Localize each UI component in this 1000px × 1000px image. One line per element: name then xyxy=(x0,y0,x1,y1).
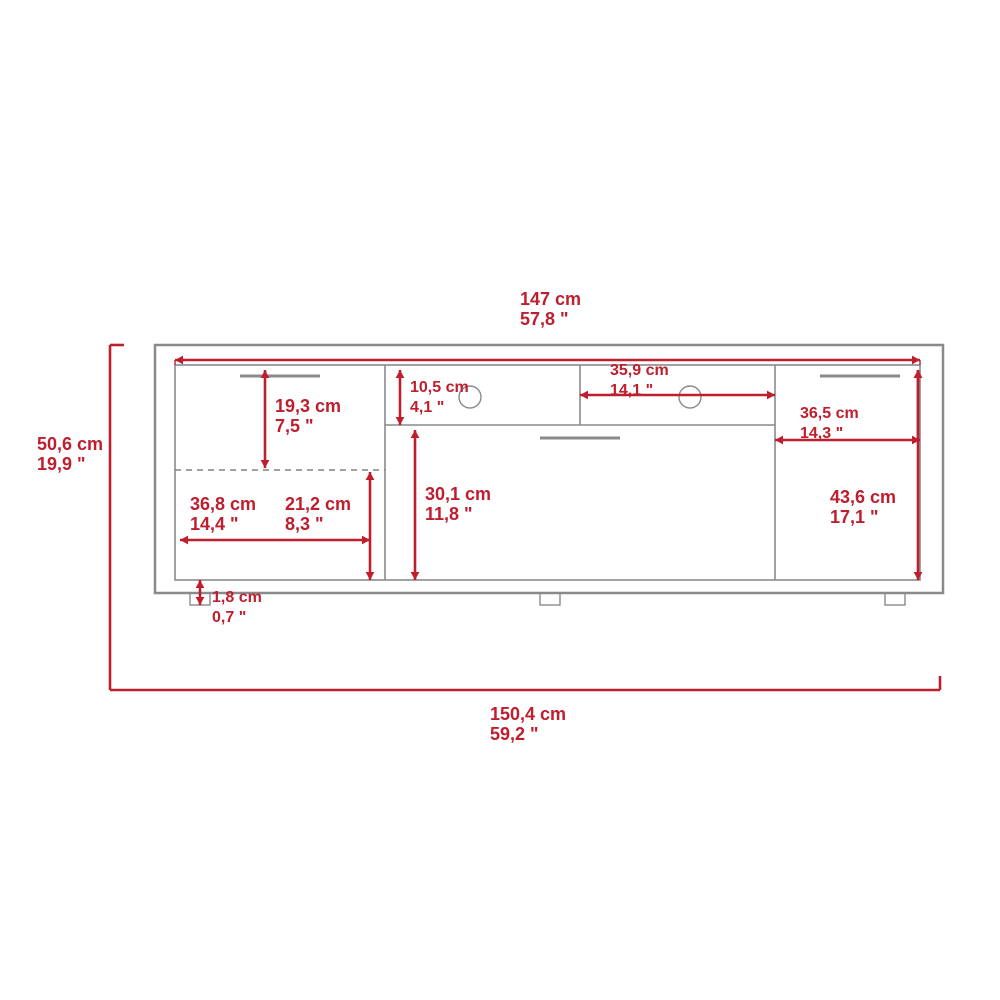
center-depth-cm: 30,1 cm xyxy=(425,484,491,504)
arrow-head xyxy=(775,436,783,445)
right-height-in: 17,1 " xyxy=(830,507,879,527)
arrow-head xyxy=(396,417,405,425)
left-lower-cm: 21,2 cm xyxy=(285,494,351,514)
foot-height-in: 0,7 " xyxy=(212,609,246,626)
left-upper-cm: 19,3 cm xyxy=(275,396,341,416)
overall-width-in: 59,2 " xyxy=(490,724,539,744)
arrow-head xyxy=(366,472,375,480)
arrow-head xyxy=(196,580,205,588)
right-upper-in: 14,3 " xyxy=(800,425,843,442)
arrow-head xyxy=(914,370,923,378)
arrow-head xyxy=(366,572,375,580)
arrow-head xyxy=(767,391,775,400)
right-upper-cm: 36,5 cm xyxy=(800,405,859,422)
arrow-head xyxy=(261,370,270,378)
arrow-head xyxy=(196,597,205,605)
center-depth-in: 11,8 " xyxy=(425,504,473,524)
arrow-head xyxy=(914,572,923,580)
overall-height-cm: 50,6 cm xyxy=(37,434,103,454)
arrow-head xyxy=(580,391,588,400)
arrow-head xyxy=(411,572,420,580)
foot-2 xyxy=(885,593,905,605)
arrow-head xyxy=(411,430,420,438)
arrow-head xyxy=(912,356,920,365)
left-lower-in: 8,3 " xyxy=(285,514,324,534)
left-lower-width-in: 14,4 " xyxy=(190,514,239,534)
shelf-height-in: 4,1 " xyxy=(410,399,444,416)
arrow-head xyxy=(175,356,183,365)
right-height-cm: 43,6 cm xyxy=(830,487,896,507)
cabinet-outer xyxy=(155,345,943,593)
arrow-head xyxy=(396,370,405,378)
furniture-dimension-diagram: 50,6 cm19,9 " 150,4 cm59,2 " 1,8 cm 0,7 " 14… xyxy=(0,0,1000,1000)
overall-height-in: 19,9 " xyxy=(37,454,86,474)
overall-width-cm: 150,4 cm xyxy=(490,704,566,724)
shelf-height-cm: 10,5 cm xyxy=(410,379,469,396)
top-width-in: 57,8 " xyxy=(520,309,569,329)
foot-height-cm: 1,8 cm xyxy=(212,589,262,606)
foot-1 xyxy=(540,593,560,605)
center-width-cm: 35,9 cm xyxy=(610,362,669,379)
top-width-cm: 147 cm xyxy=(520,289,581,309)
center-width-in: 14,1 " xyxy=(610,382,653,399)
left-lower-width-cm: 36,8 cm xyxy=(190,494,256,514)
arrow-head xyxy=(261,460,270,468)
arrow-head xyxy=(180,536,188,545)
left-upper-in: 7,5 " xyxy=(275,416,314,436)
cable-hole-1 xyxy=(679,386,701,408)
